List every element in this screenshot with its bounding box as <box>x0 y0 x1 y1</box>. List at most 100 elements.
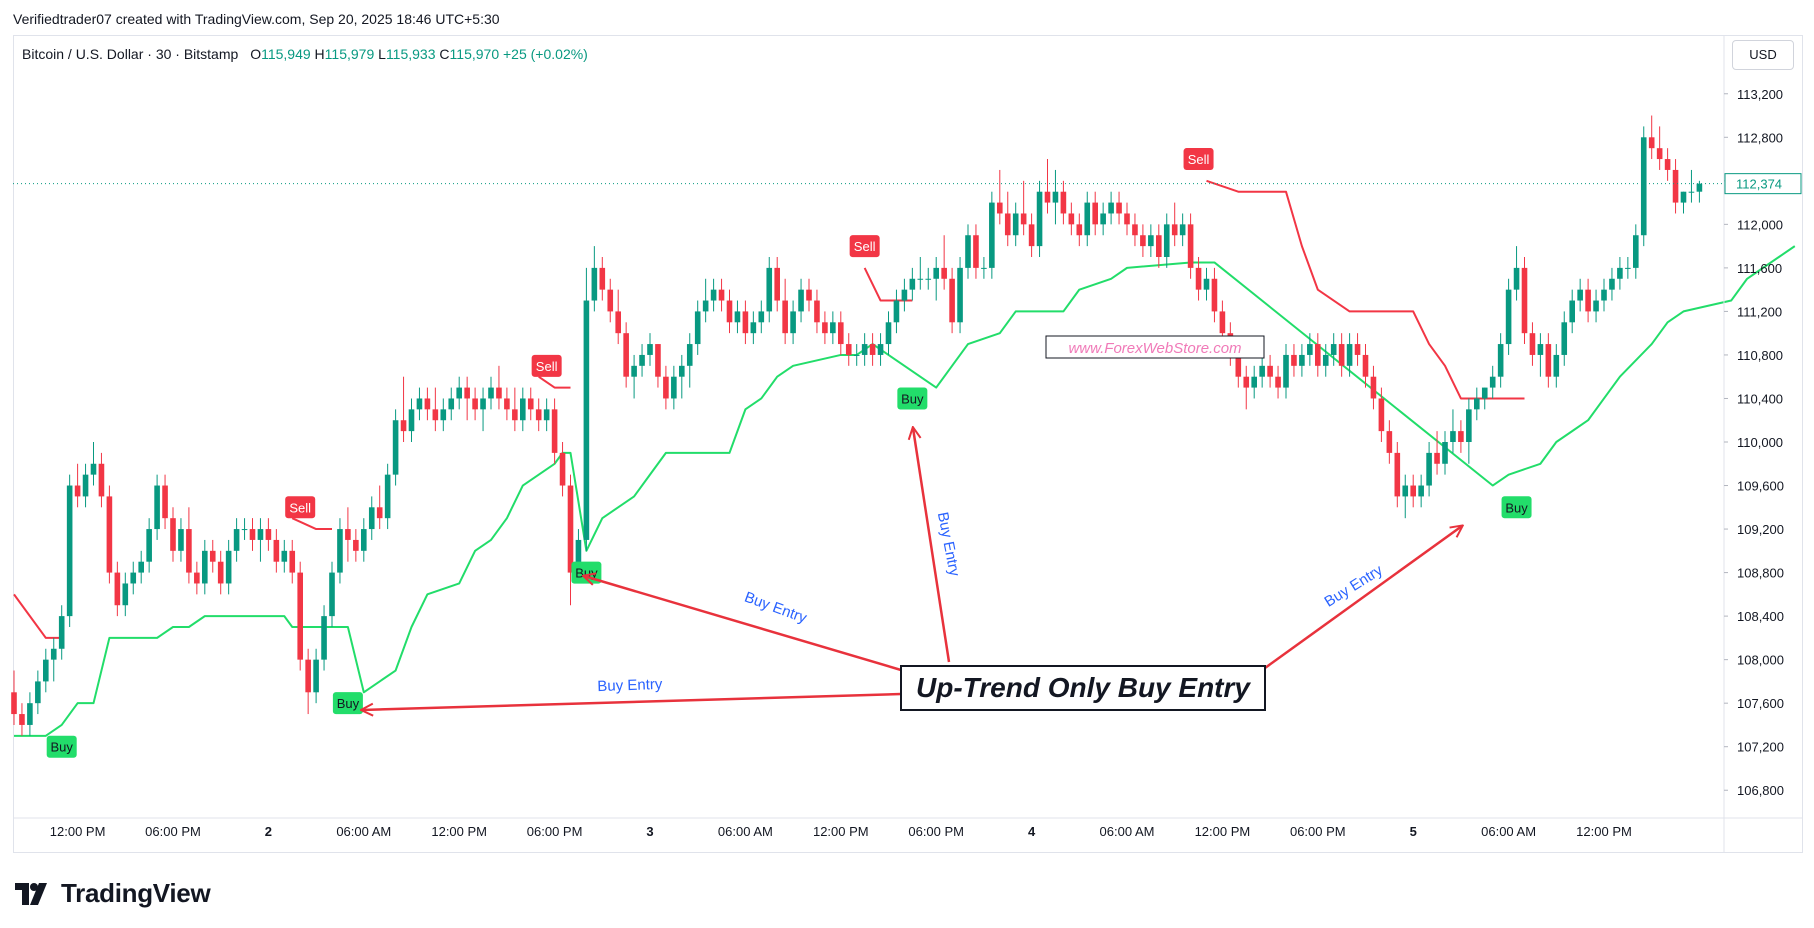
candle[interactable] <box>1402 474 1409 519</box>
candle[interactable] <box>520 387 526 432</box>
candle[interactable] <box>1068 202 1075 236</box>
candle[interactable] <box>1513 246 1520 301</box>
candle[interactable] <box>1593 289 1599 323</box>
candle[interactable] <box>82 463 89 508</box>
candle[interactable] <box>337 518 343 584</box>
candle[interactable] <box>623 322 629 388</box>
candle[interactable] <box>1052 169 1059 225</box>
candle[interactable] <box>1108 191 1114 225</box>
candle[interactable] <box>1259 354 1265 388</box>
candle[interactable] <box>1696 180 1703 203</box>
candle[interactable] <box>1410 474 1416 508</box>
candle[interactable] <box>925 267 932 290</box>
candle[interactable] <box>941 235 947 290</box>
candle[interactable] <box>1458 420 1464 453</box>
candle[interactable] <box>480 387 486 432</box>
candle[interactable] <box>861 333 868 366</box>
candle[interactable] <box>1569 289 1575 334</box>
candle[interactable] <box>790 300 796 345</box>
candle[interactable] <box>361 518 367 562</box>
candle[interactable] <box>917 257 924 290</box>
candle[interactable] <box>1664 148 1671 181</box>
candle[interactable] <box>1195 257 1202 301</box>
candle[interactable] <box>655 344 661 388</box>
candle[interactable] <box>718 278 725 312</box>
candle[interactable] <box>408 398 415 442</box>
candle[interactable] <box>122 572 129 617</box>
candle[interactable] <box>909 267 916 301</box>
candle[interactable] <box>432 387 439 432</box>
candle[interactable] <box>1092 191 1098 236</box>
candle[interactable] <box>281 539 288 573</box>
candle[interactable] <box>241 518 248 540</box>
candle[interactable] <box>901 278 908 312</box>
candle[interactable] <box>551 398 558 464</box>
candle[interactable] <box>35 670 41 715</box>
candle[interactable] <box>384 463 391 530</box>
candle[interactable] <box>1466 398 1472 464</box>
candle[interactable] <box>1370 365 1377 410</box>
candle[interactable] <box>19 703 25 736</box>
candle[interactable] <box>869 333 876 366</box>
candle[interactable] <box>1585 278 1591 323</box>
candle[interactable] <box>138 550 144 584</box>
candle[interactable] <box>1354 333 1361 366</box>
sell-signal[interactable]: Sell <box>531 354 562 377</box>
candle[interactable] <box>647 333 653 366</box>
buy-signal[interactable]: Buy <box>332 692 363 715</box>
candle[interactable] <box>1688 169 1695 203</box>
candle[interactable] <box>353 529 359 562</box>
candle[interactable] <box>289 539 296 584</box>
candle[interactable] <box>1617 257 1623 290</box>
candle[interactable] <box>853 344 860 366</box>
candle[interactable] <box>1163 213 1170 268</box>
candle[interactable] <box>1521 257 1528 345</box>
candle[interactable] <box>186 507 192 584</box>
candle[interactable] <box>782 278 788 345</box>
candle[interactable] <box>1012 202 1019 247</box>
candle[interactable] <box>615 289 621 345</box>
candle[interactable] <box>106 485 113 584</box>
candle[interactable] <box>1505 278 1512 355</box>
candle[interactable] <box>734 300 741 334</box>
candle[interactable] <box>527 387 534 421</box>
candle[interactable] <box>194 561 200 595</box>
candle[interactable] <box>766 257 773 323</box>
candle[interactable] <box>1362 344 1369 388</box>
candle[interactable] <box>1203 267 1210 301</box>
candle[interactable] <box>1116 191 1122 225</box>
candle[interactable] <box>1028 213 1035 257</box>
candle[interactable] <box>1283 344 1289 399</box>
candle[interactable] <box>591 246 598 312</box>
candle[interactable] <box>1561 311 1568 366</box>
candle[interactable] <box>702 278 709 323</box>
candle[interactable] <box>1036 180 1043 257</box>
candle[interactable] <box>1338 333 1345 377</box>
candle[interactable] <box>313 648 319 704</box>
candle[interactable] <box>814 289 820 334</box>
candle[interactable] <box>997 169 1003 225</box>
candle[interactable] <box>1076 213 1083 247</box>
candle[interactable] <box>273 529 280 573</box>
sell-signal[interactable]: Sell <box>1183 148 1214 171</box>
candle[interactable] <box>774 257 780 312</box>
candle[interactable] <box>368 496 375 540</box>
candle[interactable] <box>1020 180 1027 236</box>
candle[interactable] <box>1601 278 1607 312</box>
buy-signal[interactable]: Buy <box>897 387 928 410</box>
candle[interactable] <box>1648 115 1655 160</box>
candle[interactable] <box>249 518 256 551</box>
candle[interactable] <box>1299 344 1305 377</box>
candle[interactable] <box>1187 213 1194 279</box>
candle[interactable] <box>543 398 550 432</box>
candle[interactable] <box>400 376 407 442</box>
candle[interactable] <box>1267 354 1273 388</box>
candle[interactable] <box>742 300 749 345</box>
candle[interactable] <box>464 376 470 421</box>
candle[interactable] <box>830 311 836 345</box>
candle[interactable] <box>1251 365 1257 399</box>
candle[interactable] <box>225 539 232 595</box>
candle[interactable] <box>58 605 65 660</box>
candle[interactable] <box>1322 344 1329 377</box>
candle[interactable] <box>822 311 828 345</box>
